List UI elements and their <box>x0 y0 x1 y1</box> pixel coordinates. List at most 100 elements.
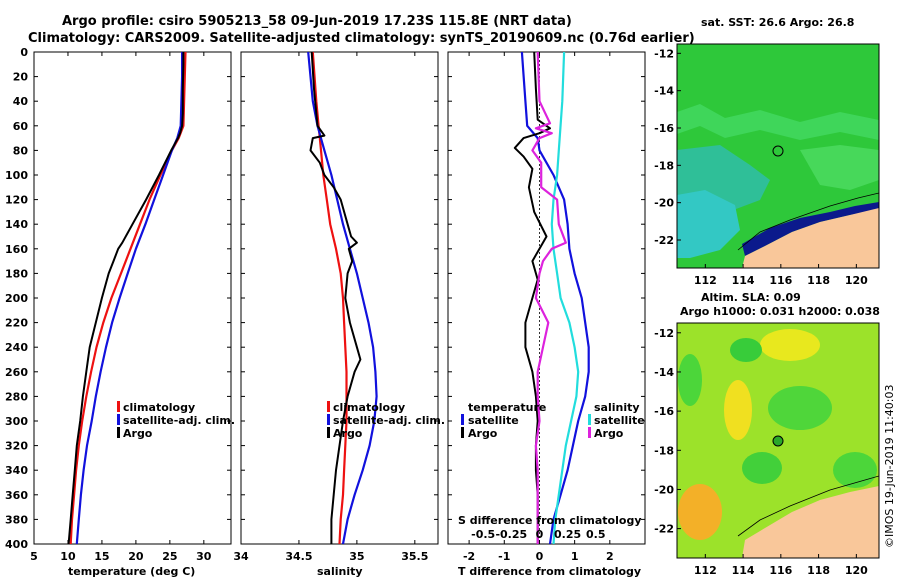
x-tick-label: -2 <box>463 550 475 563</box>
map-x-tick-label: 114 <box>732 274 755 287</box>
sla-high-1 <box>724 380 752 440</box>
difference-panel <box>447 51 646 545</box>
salinity-xlabel: salinity <box>317 565 363 578</box>
depth-tick-label: 40 <box>13 95 29 108</box>
x-tick-label: 25 <box>162 550 177 563</box>
depth-tick-label: 120 <box>5 194 28 207</box>
difference-xlabel-top: S difference from climatology <box>458 514 642 527</box>
sla-argo-marker <box>772 435 784 447</box>
map-y-tick-label: -14 <box>654 366 674 379</box>
sla-map-frame <box>676 322 880 559</box>
map-y-tick-label: -22 <box>654 523 674 536</box>
s-diff-tick-label: 0 <box>536 528 544 541</box>
sla-low-4 <box>833 452 877 488</box>
legend-swatch-climatology <box>117 401 120 412</box>
sst-cold-coastal <box>742 202 879 256</box>
depth-tick-label: 140 <box>5 218 28 231</box>
map-y-tick-label: -20 <box>654 483 674 496</box>
legend-swatch-satellite <box>327 414 330 425</box>
sst-warm-patch <box>800 145 879 190</box>
legend-swatch-t-argo <box>461 427 464 438</box>
map-y-tick-label: -20 <box>654 197 674 210</box>
sla-land <box>742 486 879 558</box>
map-x-tick-label: 118 <box>807 274 830 287</box>
sst-warm-band <box>677 104 879 140</box>
sla-low-5 <box>678 354 702 406</box>
map-y-tick-label: -14 <box>654 85 674 98</box>
s-diff-tick-label: 0.5 <box>586 528 606 541</box>
map-y-tick-label: -16 <box>654 122 674 135</box>
depth-tick-label: 320 <box>5 440 28 453</box>
depth-tick-label: 280 <box>5 390 28 403</box>
x-tick-label: 35.5 <box>401 550 428 563</box>
x-tick-labels: 5 10 15 20 25 30 34 34.5 35 35.5 -2 -1 0 1 2 -0.5 -0.25 0… <box>30 52 614 563</box>
legend-t-satellite: satellite <box>468 414 519 427</box>
map-x-tick-label: 120 <box>845 564 868 577</box>
series-satellite-adj-clim- <box>307 52 378 544</box>
series-climatology <box>311 52 348 544</box>
sla-low-3 <box>742 452 782 484</box>
legend-satellite: satellite-adj. clim. <box>123 414 235 427</box>
legend-swatch-satellite <box>117 414 120 425</box>
depth-tick-label: 220 <box>5 317 28 330</box>
imos-credit: ©IMOS 19-Jun-2019 11:40:03 <box>883 384 896 548</box>
legend-argo: Argo <box>123 427 153 440</box>
legend-climatology: climatology <box>333 401 405 414</box>
depth-tick-label: 20 <box>13 71 29 84</box>
x-tick-label: 34 <box>233 550 249 563</box>
map-x-tick-label: 118 <box>807 564 830 577</box>
temperature-xlabel: temperature (deg C) <box>68 565 195 578</box>
map-y-tick-label: -22 <box>654 234 674 247</box>
x-tick-label: 20 <box>128 550 144 563</box>
sla-map <box>677 323 879 558</box>
figure-title-line1: Argo profile: csiro 5905213_58 09-Jun-20… <box>62 14 572 29</box>
x-tick-label: -1 <box>498 550 510 563</box>
depth-tick-label: 100 <box>5 169 28 182</box>
difference-xlabel: T difference from climatology <box>458 565 641 578</box>
figure-title-line2: Climatology: CARS2009. Satellite-adjuste… <box>28 31 695 46</box>
map-y-tick-label: -12 <box>654 47 674 60</box>
sst-map-frame <box>676 43 880 269</box>
map-x-tick-label: 116 <box>769 564 792 577</box>
sst-bathymetry-contour <box>737 192 879 251</box>
sla-bathymetry-contour <box>737 475 879 537</box>
legend-s-satellite: satellite <box>594 414 645 427</box>
legend-s-argo: Argo <box>594 427 624 440</box>
salinity-panel <box>240 51 439 545</box>
depth-tick-label: 60 <box>13 120 29 133</box>
depth-tick-label: 300 <box>5 415 28 428</box>
legend-swatch-argo <box>327 427 330 438</box>
sst-map-title: sat. SST: 26.6 Argo: 26.8 <box>701 16 854 29</box>
legend-swatch-s-argo <box>588 427 591 438</box>
legend-t-argo: Argo <box>468 427 498 440</box>
map-y-tick-label: -16 <box>654 405 674 418</box>
series-argo <box>309 52 362 544</box>
depth-tick-label: 160 <box>5 243 28 256</box>
depth-tick-label: 260 <box>5 366 28 379</box>
sst-cool-region2 <box>677 190 740 258</box>
sla-low-1 <box>730 338 762 362</box>
legend-swatch-argo <box>117 427 120 438</box>
series-satellite-adj-clim- <box>75 52 184 544</box>
sst-land <box>742 208 879 268</box>
x-tick-label: 10 <box>60 550 76 563</box>
temperature-panel <box>33 51 232 545</box>
legend-climatology: climatology <box>123 401 195 414</box>
temperature-legend: climatology satellite-adj. clim. Argo <box>117 401 235 440</box>
map-x-tick-label: 120 <box>845 274 868 287</box>
x-tick-label: 15 <box>94 550 109 563</box>
map-tick-labels: 112 114 116 118 120 -12 -14 -16 -18 -20 -22 112 114 1… <box>654 47 868 577</box>
legend-argo: Argo <box>333 427 363 440</box>
map-y-tick-label: -18 <box>654 444 674 457</box>
salinity-series <box>307 52 378 544</box>
depth-tick-label: 180 <box>5 267 28 280</box>
sla-low-2 <box>768 386 832 430</box>
series-argo <box>67 52 185 544</box>
depth-tick-label: 0 <box>20 46 28 59</box>
map-y-tick-label: -12 <box>654 327 674 340</box>
legend-swatch-s-satellite <box>588 414 591 425</box>
depth-tick-label: 400 <box>5 538 28 551</box>
difference-legend: temperature satellite Argo salinity sate… <box>461 401 645 440</box>
x-tick-label: 30 <box>196 550 212 563</box>
difference-series <box>513 52 590 544</box>
